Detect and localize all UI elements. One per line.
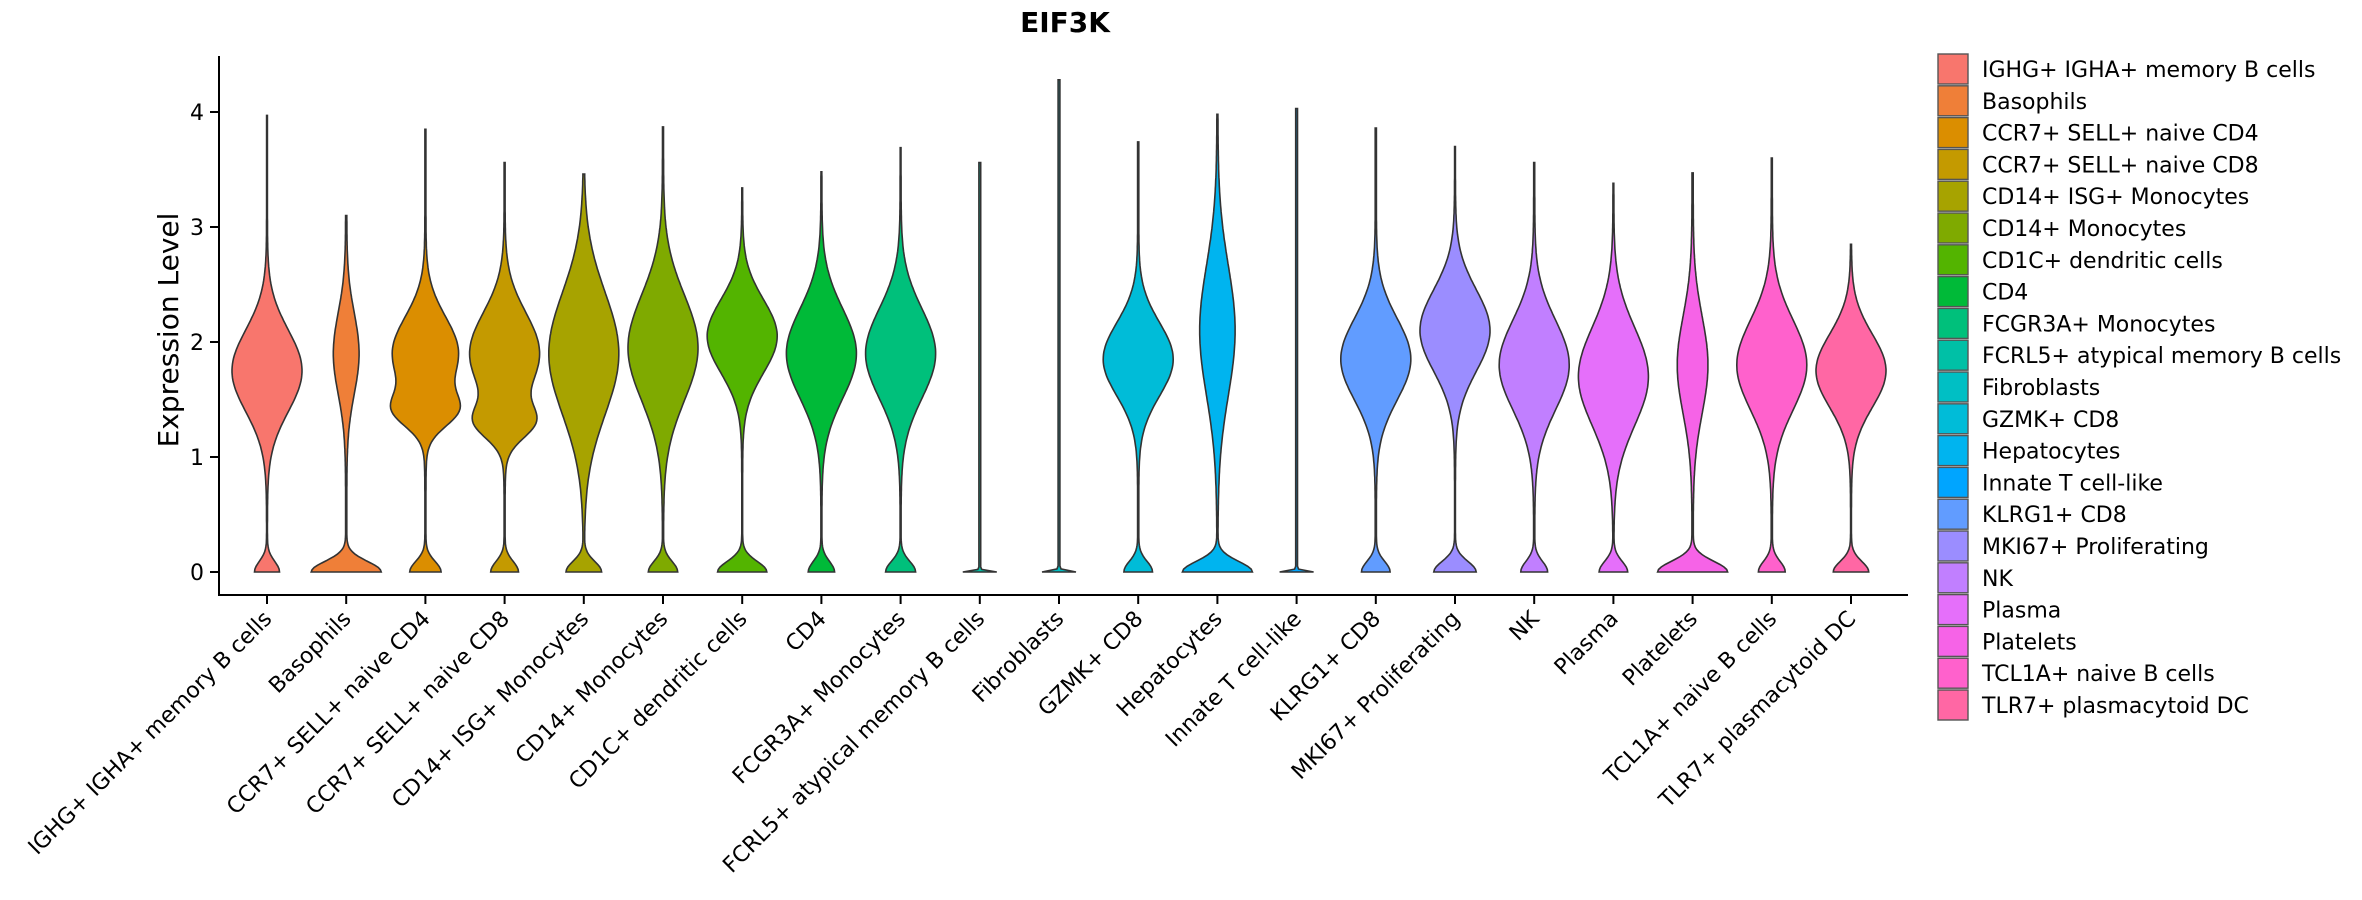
- y-tick-label-4: 4: [190, 101, 204, 126]
- legend-label-15: MKI67+ Proliferating: [1982, 535, 2209, 560]
- violin-14: [1340, 127, 1412, 573]
- violin-7: [785, 171, 858, 573]
- legend-key-18: [1937, 625, 1969, 658]
- chart-title: EIF3K: [1020, 6, 1111, 39]
- violin-11: [1102, 141, 1175, 573]
- x-tick-label-0: IGHG+ IGHA+ memory B cells: [24, 607, 277, 860]
- x-tick-label-17: Plasma: [1550, 607, 1624, 681]
- violin-19: [1735, 157, 1808, 573]
- legend-label-5: CD14+ Monocytes: [1982, 217, 2186, 242]
- violin-1: [310, 214, 383, 573]
- legend-label-17: Plasma: [1982, 599, 2061, 624]
- legend-label-6: CD1C+ dendritic cells: [1982, 249, 2223, 274]
- legend-key-17: [1937, 593, 1969, 626]
- legend-key-16: [1937, 562, 1969, 594]
- x-tick-label-13: Innate T cell-like: [1161, 607, 1307, 753]
- legend-key-12: [1937, 434, 1969, 467]
- y-tick-label-3: 3: [190, 216, 204, 241]
- x-tick-label-7: CD4: [781, 607, 831, 657]
- violin-16: [1498, 161, 1570, 573]
- legend-label-14: KLRG1+ CD8: [1982, 503, 2127, 528]
- y-axis-label: Expression Level: [152, 213, 185, 448]
- legend-key-0: [1937, 53, 1969, 85]
- legend-label-9: FCRL5+ atypical memory B cells: [1982, 344, 2341, 369]
- legend-key-20: [1937, 689, 1969, 721]
- legend-label-3: CCR7+ SELL+ naive CD8: [1982, 153, 2259, 178]
- legend-label-8: FCGR3A+ Monocytes: [1982, 312, 2215, 337]
- y-tick-label-0: 0: [190, 561, 204, 586]
- violin-9: [962, 161, 997, 573]
- violin-20: [1815, 243, 1887, 573]
- legend-key-10: [1937, 371, 1969, 403]
- legend-label-7: CD4: [1982, 281, 2028, 306]
- violin-17: [1577, 182, 1650, 573]
- violin-layer: [231, 79, 1887, 573]
- legend-key-8: [1937, 307, 1969, 340]
- legend-key-4: [1937, 180, 1969, 212]
- legend-key-3: [1937, 148, 1969, 181]
- violin-0: [231, 114, 303, 573]
- legend-key-6: [1937, 244, 1969, 276]
- legend-key-9: [1937, 339, 1969, 371]
- violin-12: [1181, 113, 1254, 573]
- violin-4: [548, 173, 620, 573]
- legend-key-15: [1937, 530, 1969, 562]
- legend-label-19: TCL1A+ naive B cells: [1981, 662, 2215, 687]
- legend: IGHG+ IGHA+ memory B cells Basophils CCR7+…: [1937, 53, 2341, 721]
- legend-label-20: TLR7+ plasmacytoid DC: [1981, 694, 2249, 719]
- legend-key-14: [1937, 498, 1969, 530]
- violin-5: [627, 126, 699, 573]
- legend-label-2: CCR7+ SELL+ naive CD4: [1982, 122, 2259, 147]
- legend-label-16: NK: [1982, 567, 2013, 592]
- x-tick-label-5: CD14+ Monocytes: [511, 607, 673, 769]
- x-tick-label-16: NK: [1505, 606, 1545, 646]
- x-ticks: IGHG+ IGHA+ memory B cellsBasophilsCCR7+…: [24, 595, 1861, 878]
- legend-key-19: [1937, 657, 1969, 689]
- y-ticks: 0 1 2 3 4: [190, 101, 219, 586]
- legend-key-7: [1937, 275, 1969, 308]
- legend-label-10: Fibroblasts: [1982, 376, 2100, 401]
- axes: [218, 56, 1908, 596]
- legend-key-2: [1937, 116, 1969, 149]
- violin-2: [389, 128, 462, 573]
- violin-10: [1041, 79, 1077, 573]
- violin-15: [1419, 145, 1491, 573]
- legend-label-0: IGHG+ IGHA+ memory B cells: [1982, 58, 2315, 83]
- violin-8: [864, 146, 937, 573]
- y-tick-label-2: 2: [190, 331, 204, 356]
- violin-3: [468, 161, 541, 573]
- legend-key-5: [1937, 212, 1969, 244]
- violin-13: [1279, 107, 1314, 573]
- violin-18: [1656, 172, 1729, 573]
- legend-label-4: CD14+ ISG+ Monocytes: [1982, 185, 2249, 210]
- legend-label-18: Platelets: [1982, 630, 2077, 655]
- x-tick-label-18: Platelets: [1618, 607, 1703, 692]
- legend-key-13: [1937, 466, 1969, 499]
- legend-label-11: GZMK+ CD8: [1982, 408, 2119, 433]
- legend-label-1: Basophils: [1982, 90, 2087, 115]
- legend-label-13: Innate T cell-like: [1982, 471, 2163, 496]
- legend-key-11: [1937, 403, 1969, 435]
- y-tick-label-1: 1: [190, 446, 204, 471]
- legend-key-1: [1937, 85, 1969, 117]
- legend-label-12: Hepatocytes: [1982, 440, 2120, 465]
- violin-6: [706, 187, 778, 573]
